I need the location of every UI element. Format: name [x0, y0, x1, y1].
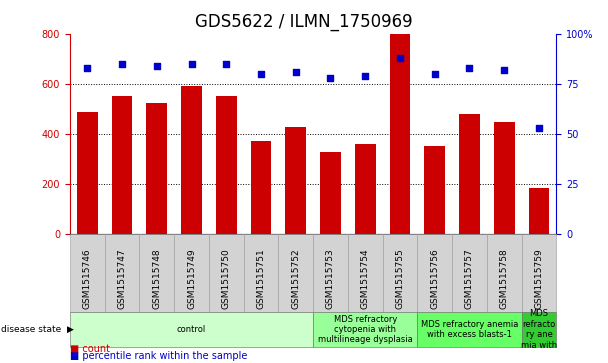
Bar: [390, 34, 410, 234]
Bar: [112, 95, 133, 234]
Bar: [459, 114, 480, 234]
Text: control: control: [177, 325, 206, 334]
Bar: [216, 95, 237, 234]
Text: GDS5622 / ILMN_1750969: GDS5622 / ILMN_1750969: [195, 13, 413, 31]
Text: GSM1515753: GSM1515753: [326, 248, 335, 309]
Point: [187, 61, 196, 68]
Point: [326, 76, 336, 81]
Bar: [77, 112, 98, 234]
Point: [256, 72, 266, 77]
Bar: [147, 103, 167, 234]
Text: ■ count: ■ count: [70, 344, 110, 354]
Point: [117, 61, 127, 68]
Text: MDS refractory anemia
with excess blasts-1: MDS refractory anemia with excess blasts…: [421, 320, 518, 339]
Bar: [285, 127, 306, 234]
Point: [499, 68, 509, 73]
Text: MDS
refracto
ry ane
mia with: MDS refracto ry ane mia with: [521, 309, 557, 350]
Text: GSM1515748: GSM1515748: [152, 248, 161, 309]
Text: MDS refractory
cytopenia with
multilineage dysplasia: MDS refractory cytopenia with multilinea…: [318, 314, 413, 344]
Text: GSM1515755: GSM1515755: [395, 248, 404, 309]
Text: GSM1515756: GSM1515756: [430, 248, 439, 309]
Point: [534, 126, 544, 131]
Point: [465, 65, 474, 71]
Bar: [424, 146, 445, 234]
Text: GSM1515749: GSM1515749: [187, 248, 196, 309]
Bar: [355, 144, 376, 234]
Bar: [494, 122, 514, 234]
Point: [83, 65, 92, 71]
Text: GSM1515747: GSM1515747: [117, 248, 126, 309]
Text: GSM1515750: GSM1515750: [222, 248, 231, 309]
Bar: [320, 152, 341, 234]
Text: ■ percentile rank within the sample: ■ percentile rank within the sample: [70, 351, 247, 361]
Point: [291, 70, 300, 76]
Text: disease state  ▶: disease state ▶: [1, 325, 74, 334]
Point: [361, 74, 370, 79]
Text: GSM1515758: GSM1515758: [500, 248, 509, 309]
Bar: [181, 86, 202, 234]
Text: GSM1515746: GSM1515746: [83, 248, 92, 309]
Point: [152, 64, 162, 69]
Point: [430, 72, 440, 77]
Point: [221, 61, 231, 68]
Text: GSM1515751: GSM1515751: [257, 248, 266, 309]
Text: GSM1515754: GSM1515754: [361, 248, 370, 309]
Text: GSM1515752: GSM1515752: [291, 248, 300, 309]
Bar: [250, 140, 271, 234]
Bar: [528, 188, 550, 234]
Text: GSM1515757: GSM1515757: [465, 248, 474, 309]
Text: GSM1515759: GSM1515759: [534, 248, 544, 309]
Point: [395, 56, 405, 61]
